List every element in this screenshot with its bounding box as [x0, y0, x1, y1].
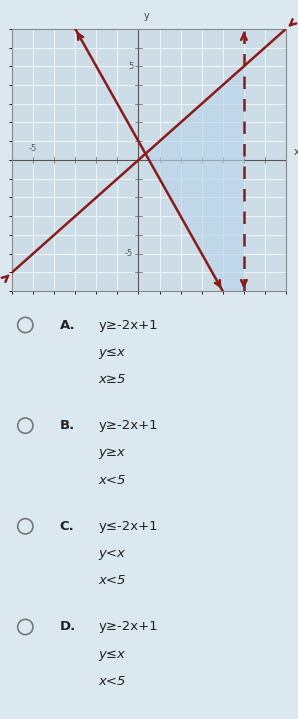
Text: y≤-2x+1: y≤-2x+1 — [98, 520, 158, 533]
Text: y<x: y<x — [98, 547, 125, 560]
Text: x<5: x<5 — [98, 474, 126, 487]
Text: A.: A. — [60, 319, 75, 331]
Text: y≥x: y≥x — [98, 446, 125, 459]
Polygon shape — [145, 66, 244, 291]
Text: x: x — [294, 147, 298, 157]
Text: y≥-2x+1: y≥-2x+1 — [98, 319, 158, 331]
Text: -5: -5 — [125, 249, 133, 258]
Text: y≥-2x+1: y≥-2x+1 — [98, 419, 158, 432]
Text: y≤x: y≤x — [98, 346, 125, 359]
Text: B.: B. — [60, 419, 75, 432]
Text: D.: D. — [60, 620, 76, 633]
Text: -5: -5 — [29, 145, 37, 153]
Text: x<5: x<5 — [98, 574, 126, 587]
Text: x<5: x<5 — [98, 675, 126, 688]
Text: 5: 5 — [128, 62, 133, 70]
Text: y≥-2x+1: y≥-2x+1 — [98, 620, 158, 633]
Text: x≥5: x≥5 — [98, 373, 126, 386]
Text: y≤x: y≤x — [98, 648, 125, 661]
Text: C.: C. — [60, 520, 74, 533]
Text: y: y — [144, 12, 150, 22]
